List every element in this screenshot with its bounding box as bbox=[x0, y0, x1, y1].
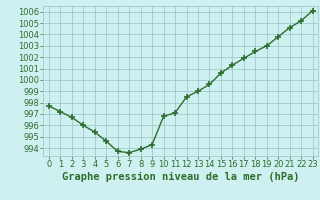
X-axis label: Graphe pression niveau de la mer (hPa): Graphe pression niveau de la mer (hPa) bbox=[62, 172, 300, 182]
